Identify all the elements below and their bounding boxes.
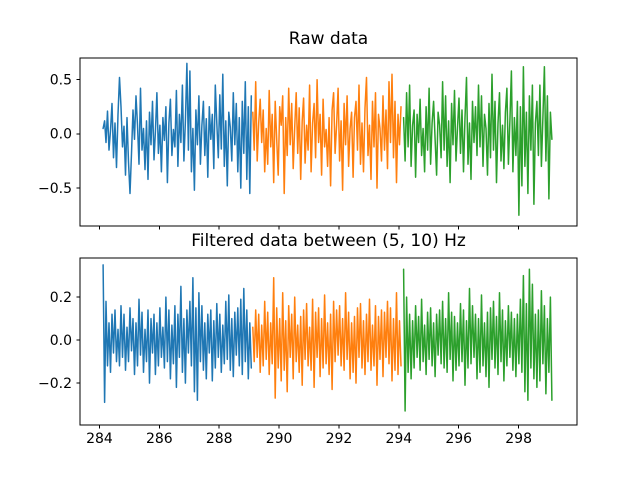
x-tick-label: 284 — [86, 431, 113, 447]
filtered-plot-title: Filtered data between (5, 10) Hz — [191, 231, 466, 251]
filtered-segment-2-line — [252, 277, 402, 399]
axes-frame — [79, 257, 578, 426]
x-tick-label: 294 — [385, 431, 412, 447]
x-tick-label: 296 — [445, 431, 472, 447]
axes-frame — [79, 57, 578, 227]
x-tick-label: 298 — [505, 431, 532, 447]
y-tick-label: 0.0 — [50, 333, 72, 349]
y-tick-label: −0.2 — [38, 376, 72, 392]
raw-axes: 0.5 0.0 −0.5 — [38, 57, 578, 230]
x-tick-label: 292 — [326, 431, 353, 447]
filtered-segment-1-line — [102, 264, 253, 404]
y-tick-label: 0.0 — [50, 127, 72, 143]
x-tick-label: 290 — [266, 431, 293, 447]
y-tick-label: 0.2 — [50, 290, 72, 306]
raw-segment-3-line — [402, 65, 553, 216]
raw-segment-1-line — [102, 62, 253, 195]
filtered-axes: 284 286 288 290 292 294 296 298 0.2 0.0 −0.2 — [38, 257, 578, 447]
y-tick-label: 0.5 — [50, 72, 72, 88]
raw-plot-title: Raw data — [288, 29, 369, 49]
y-tick-label: −0.5 — [38, 181, 72, 197]
x-tick-label: 288 — [206, 431, 233, 447]
x-tick-label: 286 — [146, 431, 173, 447]
raw-segment-2-line — [252, 73, 402, 195]
filtered-segment-3-line — [402, 268, 553, 412]
